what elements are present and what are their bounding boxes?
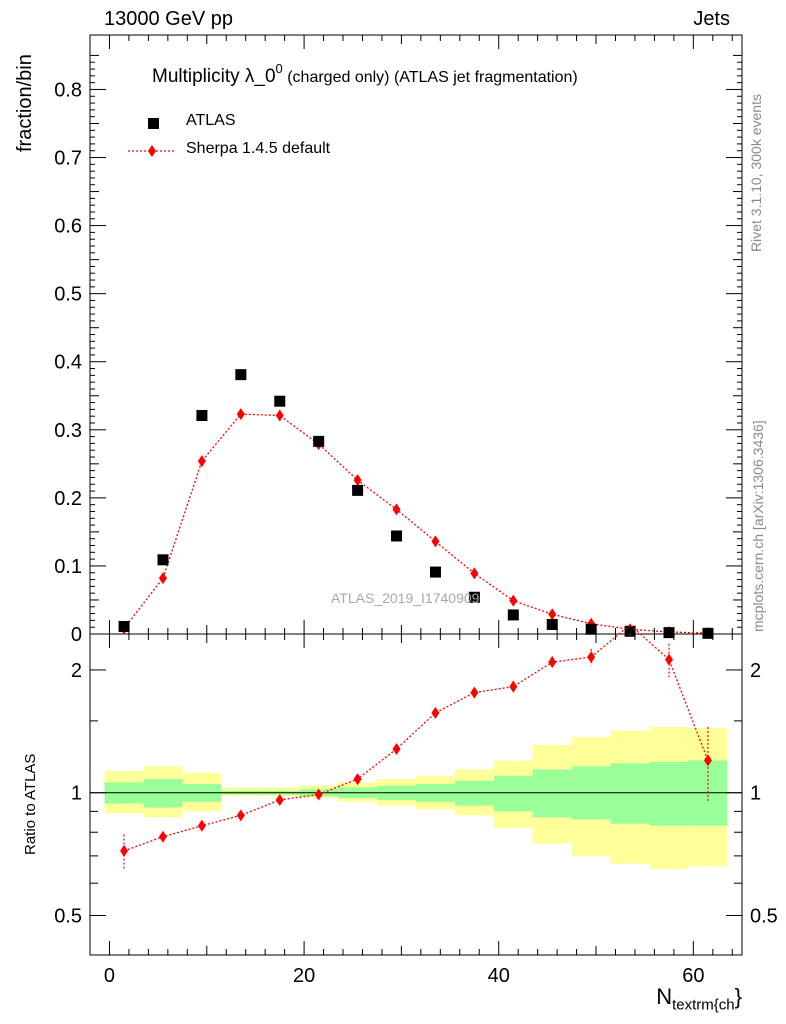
main-y-tick-label: 0.7 bbox=[54, 148, 82, 170]
ratio-point bbox=[314, 788, 323, 801]
main-y-tick-label: 0.1 bbox=[54, 556, 82, 578]
ratio-band-inner-bin bbox=[143, 779, 183, 808]
sherpa-point bbox=[353, 474, 362, 487]
plot-title-main: Multiplicity λ_0 bbox=[152, 66, 276, 87]
sherpa-line-path bbox=[123, 413, 708, 634]
ratio-y-tick-label-right: 1 bbox=[750, 783, 761, 805]
sherpa-point bbox=[509, 594, 518, 607]
ratio-y-tick-label-right: 0.5 bbox=[750, 905, 778, 927]
x-axis-label-sub: textrm{ch bbox=[672, 996, 735, 1014]
x-axis-label-close: } bbox=[734, 984, 742, 1009]
x-axis-label-main: N bbox=[656, 984, 673, 1009]
ratio-point bbox=[158, 830, 167, 843]
ratio-y-tick-label: 0.5 bbox=[54, 905, 82, 927]
sherpa-ratio-line bbox=[123, 623, 709, 852]
ratio-point bbox=[431, 706, 440, 719]
ratio-point bbox=[275, 793, 284, 806]
atlas-point bbox=[468, 591, 480, 603]
ratio-point bbox=[470, 686, 479, 699]
ratio-point bbox=[392, 742, 401, 755]
atlas-point bbox=[429, 566, 441, 578]
sherpa-point bbox=[158, 572, 167, 585]
mcplots-credit-label: mcplots.cern.ch [arXiv:1306.3436] bbox=[750, 420, 766, 632]
main-y-tick-label: 0.6 bbox=[54, 216, 82, 238]
ratio-band-inner-bin bbox=[532, 769, 572, 818]
legend-atlas-marker bbox=[148, 118, 159, 129]
legend-atlas-label: ATLAS bbox=[186, 112, 236, 129]
sherpa-point bbox=[548, 608, 557, 621]
ratio-point bbox=[120, 844, 129, 857]
atlas-point bbox=[507, 609, 519, 621]
atlas-point bbox=[663, 627, 675, 639]
main-y-tick-label: 0.2 bbox=[54, 488, 82, 510]
atlas-point bbox=[235, 369, 247, 381]
x-tick-label: 40 bbox=[488, 965, 510, 987]
main-y-axis-label: fraction/bin bbox=[14, 54, 36, 152]
main-y-tick-label: 0.8 bbox=[54, 79, 82, 101]
atlas-point bbox=[313, 435, 325, 447]
main-y-tick-label: 0 bbox=[71, 624, 82, 646]
sherpa-point bbox=[275, 409, 284, 422]
header-category: Jets bbox=[693, 8, 730, 30]
ratio-y-axis-label: Ratio to ATLAS bbox=[22, 753, 39, 855]
ratio-y-tick-label: 2 bbox=[71, 660, 82, 682]
ratio-y-tick-label-right: 2 bbox=[750, 660, 761, 682]
ratio-band-inner-bin bbox=[493, 775, 533, 812]
main-y-tick-label: 0.3 bbox=[54, 420, 82, 442]
ratio-point bbox=[665, 653, 674, 666]
ratio-point bbox=[236, 809, 245, 822]
sherpa-point bbox=[236, 408, 245, 421]
sherpa-ratio-points bbox=[120, 634, 712, 870]
atlas-point bbox=[157, 554, 169, 566]
ratio-band-inner-bin bbox=[610, 763, 650, 824]
x-tick-label: 0 bbox=[104, 965, 115, 987]
atlas-main-points bbox=[118, 369, 714, 639]
x-tick-label: 20 bbox=[293, 965, 315, 987]
plot-title-suffix: (charged only) (ATLAS jet fragmentation) bbox=[282, 69, 578, 86]
legend-sherpa-label: Sherpa 1.4.5 default bbox=[186, 140, 331, 157]
ratio-plot-frame bbox=[89, 633, 743, 956]
atlas-point bbox=[196, 410, 208, 422]
ratio-y-tick-label: 1 bbox=[71, 783, 82, 805]
ratio-point bbox=[353, 773, 362, 786]
plot-title-superscript: 0 bbox=[275, 61, 283, 76]
ratio-point bbox=[587, 651, 596, 664]
ratio-line-path bbox=[123, 623, 709, 852]
header-title: 13000 GeV pp bbox=[104, 8, 233, 30]
ratio-point bbox=[548, 656, 557, 669]
ratio-band-inner-bin bbox=[649, 761, 689, 826]
ratio-point bbox=[703, 754, 712, 767]
main-y-tick-label: 0.4 bbox=[54, 352, 82, 374]
sherpa-point bbox=[197, 455, 206, 468]
x-axis-label: Ntextrm{ch} bbox=[656, 984, 742, 1013]
rivet-version-label: Rivet 3.1.10, 300k events bbox=[748, 94, 764, 252]
axis-tick-labels: 0 20 40 60 0 0.1 0.2 0.3 0.4 0.5 0.6 0.7 0.8 0.5 0.5 1 1… bbox=[54, 79, 778, 987]
atlas-point bbox=[585, 623, 597, 635]
atlas-point bbox=[352, 484, 364, 496]
ratio-point bbox=[509, 680, 518, 693]
x-tick-label: 60 bbox=[682, 965, 704, 987]
atlas-point bbox=[546, 618, 558, 630]
sherpa-main-line bbox=[123, 413, 708, 634]
main-y-tick-label: 0.5 bbox=[54, 284, 82, 306]
atlas-point bbox=[624, 625, 636, 637]
analysis-watermark: ATLAS_2019_I1740909 bbox=[331, 590, 480, 606]
atlas-point bbox=[391, 530, 403, 542]
plot-title: Multiplicity λ_00 (charged only) (ATLAS … bbox=[152, 61, 578, 88]
atlas-point bbox=[118, 621, 130, 633]
axis-ticks bbox=[90, 35, 742, 955]
atlas-point bbox=[274, 395, 286, 407]
legend-sherpa-marker bbox=[148, 145, 156, 157]
atlas-point bbox=[702, 627, 714, 639]
sherpa-point bbox=[431, 535, 440, 548]
ratio-point bbox=[197, 819, 206, 832]
sherpa-point bbox=[392, 503, 401, 516]
sherpa-point bbox=[470, 567, 479, 580]
